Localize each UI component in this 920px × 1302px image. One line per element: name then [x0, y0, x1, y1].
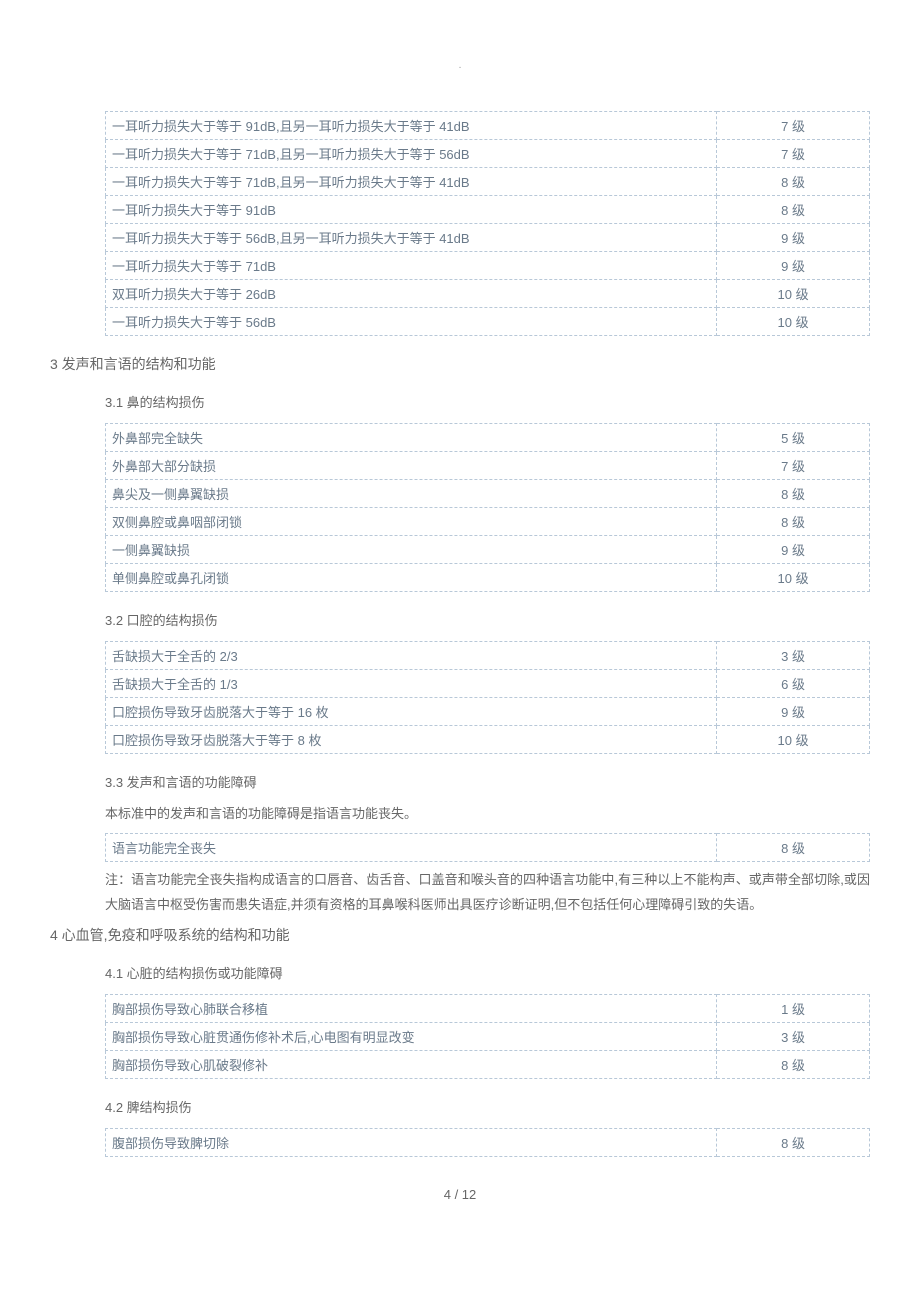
section4-1-heading: 4.1 心脏的结构损伤或功能障碍 [105, 963, 870, 982]
table-cell-level: 8 级 [717, 1129, 870, 1157]
table-row: 胸部损伤导致心脏贯通伤修补术后,心电图有明显改变3 级 [106, 1023, 870, 1051]
table-cell-desc: 双侧鼻腔或鼻咽部闭锁 [106, 508, 717, 536]
table-row: 腹部损伤导致脾切除8 级 [106, 1129, 870, 1157]
table-row: 舌缺损大于全舌的 2/33 级 [106, 642, 870, 670]
table-cell-desc: 一侧鼻翼缺损 [106, 536, 717, 564]
table-hearing: 一耳听力损失大于等于 91dB,且另一耳听力损失大于等于 41dB7 级一耳听力… [105, 111, 870, 336]
table-row: 一耳听力损失大于等于 91dB8 级 [106, 196, 870, 224]
table-cell-level: 8 级 [717, 834, 870, 862]
table-cell-desc: 口腔损伤导致牙齿脱落大于等于 16 枚 [106, 698, 717, 726]
table-oral: 舌缺损大于全舌的 2/33 级舌缺损大于全舌的 1/36 级口腔损伤导致牙齿脱落… [105, 641, 870, 754]
table-cell-level: 1 级 [717, 995, 870, 1023]
table-row: 外鼻部大部分缺损7 级 [106, 452, 870, 480]
table-cell-level: 6 级 [717, 670, 870, 698]
table-cell-desc: 一耳听力损失大于等于 71dB,且另一耳听力损失大于等于 41dB [106, 168, 717, 196]
table-cell-level: 8 级 [717, 168, 870, 196]
table-cell-desc: 舌缺损大于全舌的 1/3 [106, 670, 717, 698]
table-cell-desc: 鼻尖及一侧鼻翼缺损 [106, 480, 717, 508]
table-cell-level: 10 级 [717, 564, 870, 592]
table-cell-desc: 胸部损伤导致心肌破裂修补 [106, 1051, 717, 1079]
table-row: 一耳听力损失大于等于 91dB,且另一耳听力损失大于等于 41dB7 级 [106, 112, 870, 140]
table-row: 语言功能完全丧失8 级 [106, 834, 870, 862]
table-row: 单侧鼻腔或鼻孔闭锁10 级 [106, 564, 870, 592]
table-row: 胸部损伤导致心肌破裂修补8 级 [106, 1051, 870, 1079]
table-row: 胸部损伤导致心肺联合移植1 级 [106, 995, 870, 1023]
table-cell-desc: 外鼻部大部分缺损 [106, 452, 717, 480]
section4-heading: 4 心血管,免疫和呼吸系统的结构和功能 [50, 925, 870, 945]
table-cell-desc: 外鼻部完全缺失 [106, 424, 717, 452]
table-cell-level: 10 级 [717, 726, 870, 754]
table-cell-level: 8 级 [717, 196, 870, 224]
table-cell-desc: 一耳听力损失大于等于 91dB,且另一耳听力损失大于等于 41dB [106, 112, 717, 140]
table-cell-level: 7 级 [717, 452, 870, 480]
table-cell-desc: 口腔损伤导致牙齿脱落大于等于 8 枚 [106, 726, 717, 754]
table-speech: 语言功能完全丧失8 级 [105, 833, 870, 862]
table-cell-desc: 一耳听力损失大于等于 71dB,且另一耳听力损失大于等于 56dB [106, 140, 717, 168]
top-dot: . [50, 60, 870, 71]
table-cell-level: 3 级 [717, 642, 870, 670]
table-cell-level: 8 级 [717, 508, 870, 536]
table-row: 鼻尖及一侧鼻翼缺损8 级 [106, 480, 870, 508]
table-cell-desc: 一耳听力损失大于等于 56dB [106, 308, 717, 336]
section3-3-intro: 本标准中的发声和言语的功能障碍是指语言功能丧失。 [105, 803, 870, 825]
table-row: 外鼻部完全缺失5 级 [106, 424, 870, 452]
table-cell-desc: 一耳听力损失大于等于 91dB [106, 196, 717, 224]
table-row: 口腔损伤导致牙齿脱落大于等于 16 枚9 级 [106, 698, 870, 726]
table-row: 一耳听力损失大于等于 71dB,且另一耳听力损失大于等于 41dB8 级 [106, 168, 870, 196]
table-cell-desc: 语言功能完全丧失 [106, 834, 717, 862]
table-cell-level: 3 级 [717, 1023, 870, 1051]
section3-heading: 3 发声和言语的结构和功能 [50, 354, 870, 374]
table-row: 舌缺损大于全舌的 1/36 级 [106, 670, 870, 698]
table-cell-desc: 胸部损伤导致心肺联合移植 [106, 995, 717, 1023]
table-cell-level: 8 级 [717, 1051, 870, 1079]
table-row: 一侧鼻翼缺损9 级 [106, 536, 870, 564]
table-cell-desc: 单侧鼻腔或鼻孔闭锁 [106, 564, 717, 592]
table-cell-desc: 腹部损伤导致脾切除 [106, 1129, 717, 1157]
table-cell-level: 10 级 [717, 280, 870, 308]
section3-3-heading: 3.3 发声和言语的功能障碍 [105, 772, 870, 791]
page-number: 4 / 12 [50, 1187, 870, 1202]
table-cell-level: 8 级 [717, 480, 870, 508]
table-nose: 外鼻部完全缺失5 级外鼻部大部分缺损7 级鼻尖及一侧鼻翼缺损8 级双侧鼻腔或鼻咽… [105, 423, 870, 592]
table-row: 一耳听力损失大于等于 56dB10 级 [106, 308, 870, 336]
table-cell-level: 9 级 [717, 224, 870, 252]
table-cell-level: 10 级 [717, 308, 870, 336]
table-row: 口腔损伤导致牙齿脱落大于等于 8 枚10 级 [106, 726, 870, 754]
table-row: 一耳听力损失大于等于 71dB,且另一耳听力损失大于等于 56dB7 级 [106, 140, 870, 168]
table-cell-desc: 一耳听力损失大于等于 56dB,且另一耳听力损失大于等于 41dB [106, 224, 717, 252]
table-cell-level: 9 级 [717, 536, 870, 564]
table-cell-desc: 双耳听力损失大于等于 26dB [106, 280, 717, 308]
section3-1-heading: 3.1 鼻的结构损伤 [105, 392, 870, 411]
table-spleen: 腹部损伤导致脾切除8 级 [105, 1128, 870, 1157]
section4-2-heading: 4.2 脾结构损伤 [105, 1097, 870, 1116]
table-row: 一耳听力损失大于等于 71dB9 级 [106, 252, 870, 280]
section3-2-heading: 3.2 口腔的结构损伤 [105, 610, 870, 629]
table-cell-desc: 胸部损伤导致心脏贯通伤修补术后,心电图有明显改变 [106, 1023, 717, 1051]
table-cell-desc: 一耳听力损失大于等于 71dB [106, 252, 717, 280]
table-cell-level: 5 级 [717, 424, 870, 452]
section3-3-note: 注：语言功能完全丧失指构成语言的口唇音、齿舌音、口盖音和喉头音的四种语言功能中,… [105, 868, 870, 917]
table-cell-level: 7 级 [717, 112, 870, 140]
table-heart: 胸部损伤导致心肺联合移植1 级胸部损伤导致心脏贯通伤修补术后,心电图有明显改变3… [105, 994, 870, 1079]
table-cell-desc: 舌缺损大于全舌的 2/3 [106, 642, 717, 670]
table-cell-level: 9 级 [717, 698, 870, 726]
table-cell-level: 9 级 [717, 252, 870, 280]
table-row: 双耳听力损失大于等于 26dB10 级 [106, 280, 870, 308]
table-row: 一耳听力损失大于等于 56dB,且另一耳听力损失大于等于 41dB9 级 [106, 224, 870, 252]
table-row: 双侧鼻腔或鼻咽部闭锁8 级 [106, 508, 870, 536]
table-cell-level: 7 级 [717, 140, 870, 168]
